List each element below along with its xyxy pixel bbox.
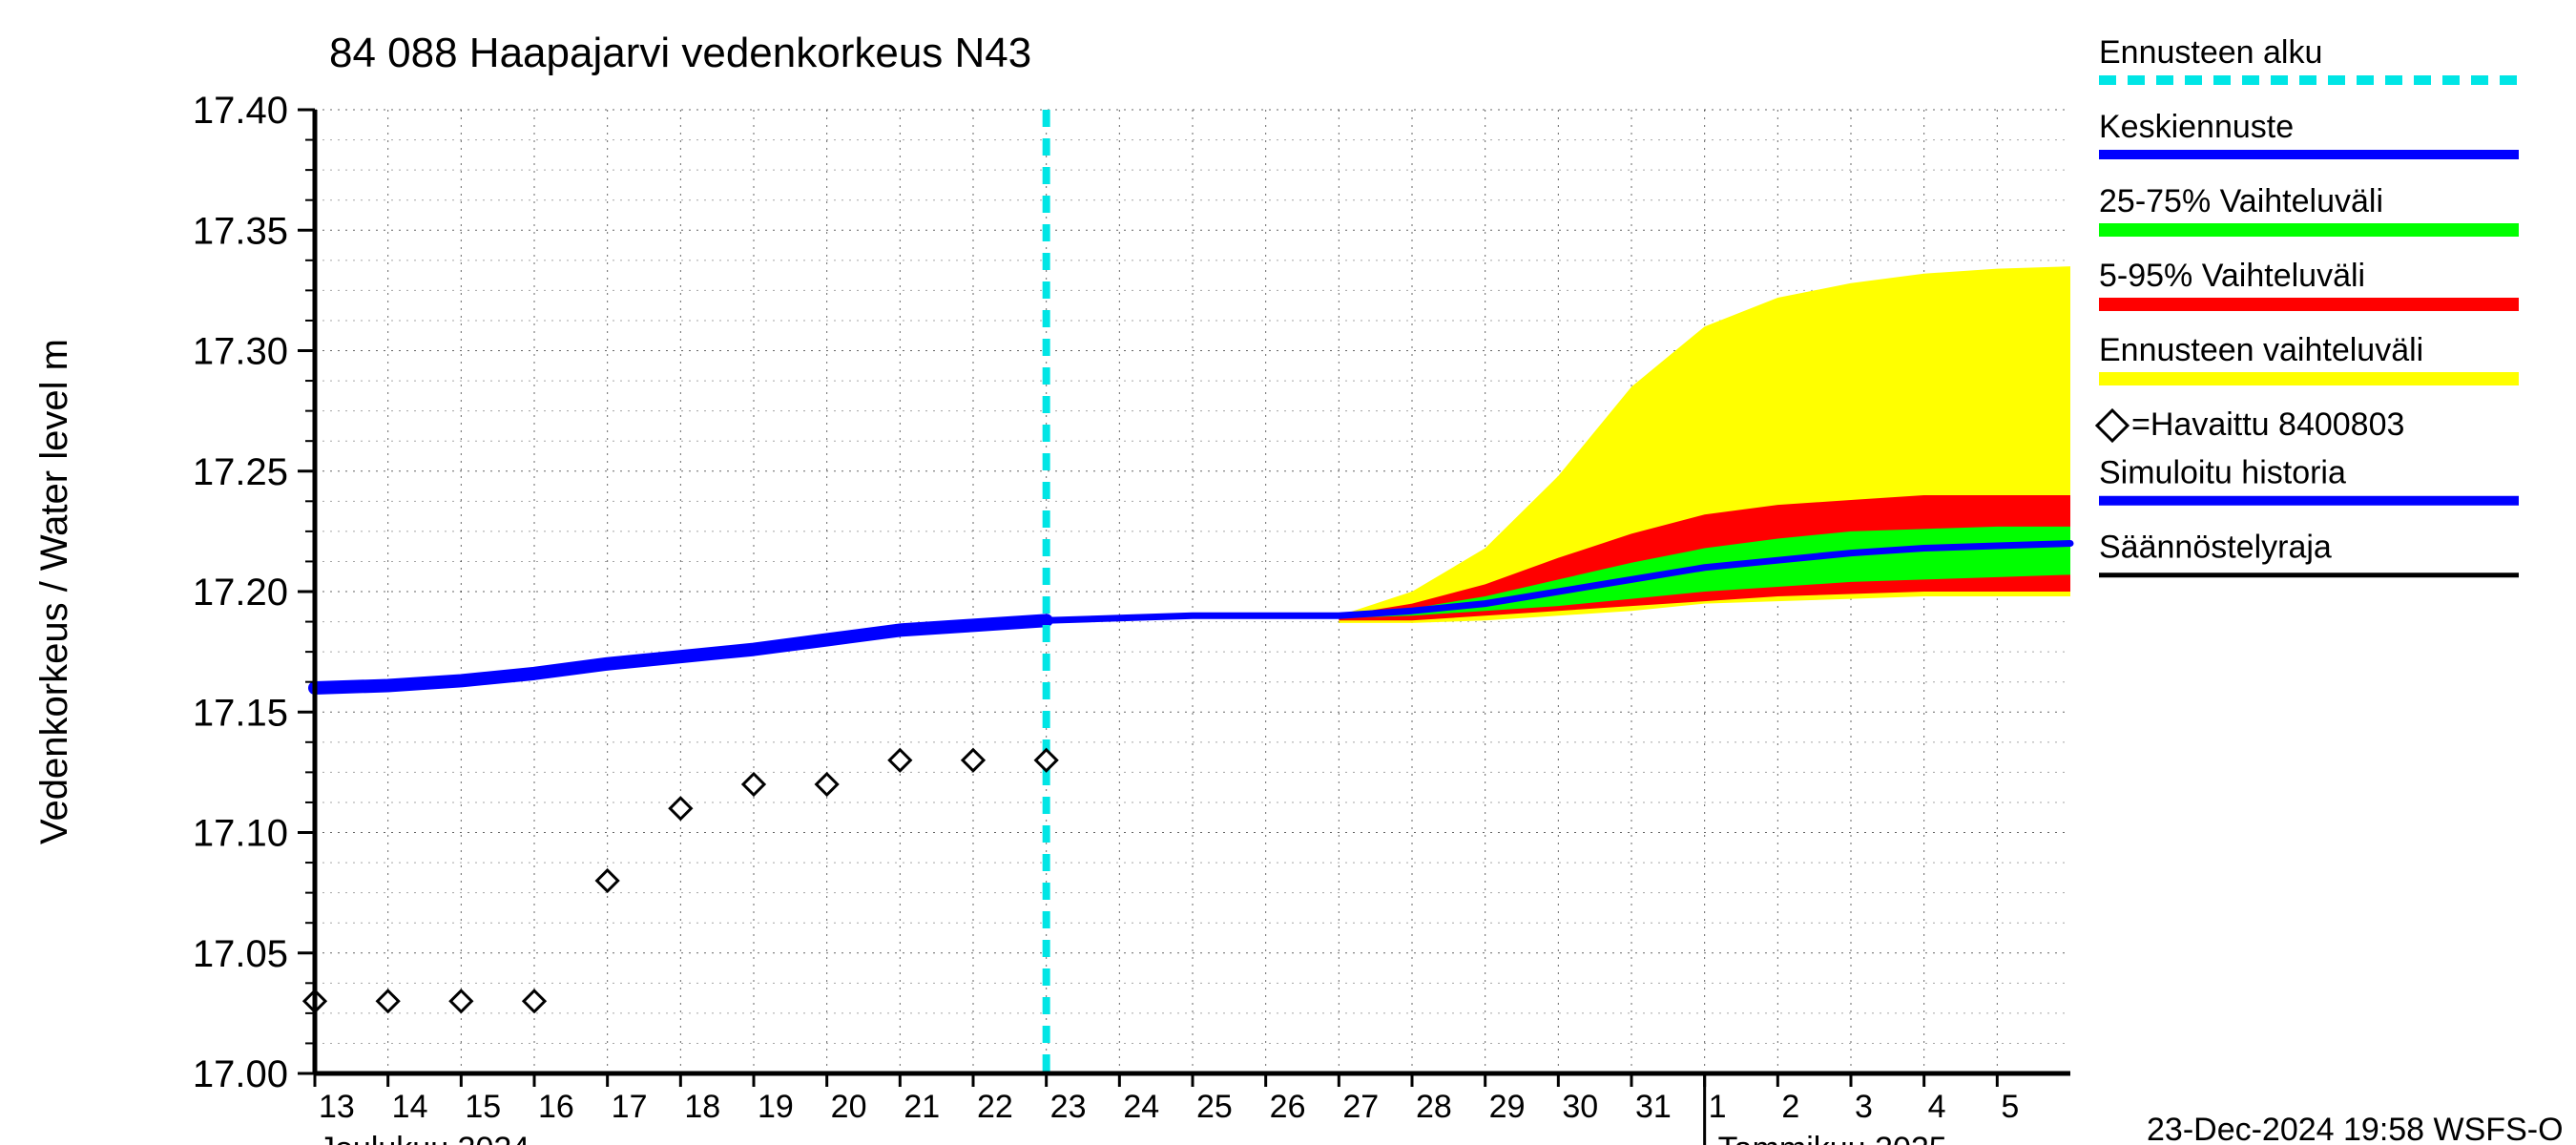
x-tick-label: 17 [612, 1089, 648, 1125]
legend-swatch-band [2099, 372, 2519, 385]
month-label-fi: Joulukuu 2024 [319, 1131, 530, 1145]
x-tick-label: 2 [1781, 1089, 1799, 1125]
y-tick-label: 17.30 [193, 331, 288, 373]
x-tick-label: 28 [1416, 1089, 1452, 1125]
x-tick-label: 3 [1855, 1089, 1873, 1125]
legend-label: Simuloitu historia [2099, 455, 2346, 491]
x-tick-label: 31 [1635, 1089, 1672, 1125]
y-tick-label: 17.35 [193, 210, 288, 252]
legend-label: Ennusteen alku [2099, 34, 2322, 71]
x-tick-label: 13 [319, 1089, 355, 1125]
chart-title: 84 088 Haapajarvi vedenkorkeus N43 [329, 30, 1031, 76]
legend-label: 25-75% Vaihteluväli [2099, 183, 2383, 219]
x-tick-label: 5 [2001, 1089, 2019, 1125]
x-tick-label: 18 [684, 1089, 720, 1125]
chart-container: 17.00 17.05 17.10 17.15 17.20 17.25 17.30 17.35… [0, 0, 2576, 1145]
x-tick-label: 30 [1562, 1089, 1598, 1125]
legend-label: =Havaittu 8400803 [2131, 406, 2404, 443]
x-tick-label: 1 [1709, 1089, 1727, 1125]
x-tick-label: 20 [831, 1089, 867, 1125]
month-label-fi: Tammikuu 2025 [1718, 1131, 1947, 1145]
x-tick-label: 15 [465, 1089, 501, 1125]
x-tick-label: 22 [977, 1089, 1013, 1125]
x-tick-label: 16 [538, 1089, 574, 1125]
x-tick-label: 26 [1270, 1089, 1306, 1125]
legend-marker-diamond [2097, 410, 2128, 441]
legend-label: Säännöstelyraja [2099, 530, 2332, 566]
legend-label: Ennusteen vaihteluväli [2099, 332, 2423, 368]
y-axis-label: Vedenkorkeus / Water level m [33, 339, 75, 844]
y-tick-label: 17.10 [193, 813, 288, 855]
x-tick-label: 21 [904, 1089, 940, 1125]
footer-timestamp: 23-Dec-2024 19:58 WSFS-O [2147, 1112, 2564, 1145]
y-tick-label: 17.05 [193, 933, 288, 975]
legend-label: Keskiennuste [2099, 109, 2294, 145]
x-tick-label: 27 [1342, 1089, 1379, 1125]
legend-label: 5-95% Vaihteluväli [2099, 258, 2365, 294]
y-tick-label: 17.15 [193, 692, 288, 734]
x-tick-label: 19 [758, 1089, 794, 1125]
x-tick-label: 4 [1928, 1089, 1946, 1125]
y-tick-label: 17.20 [193, 572, 288, 614]
y-tick-label: 17.25 [193, 451, 288, 493]
x-tick-label: 29 [1489, 1089, 1526, 1125]
y-tick-label: 17.40 [193, 90, 288, 132]
x-tick-label: 14 [392, 1089, 428, 1125]
legend-swatch-band [2099, 223, 2519, 237]
x-tick-label: 23 [1050, 1089, 1087, 1125]
x-tick-label: 25 [1196, 1089, 1233, 1125]
y-tick-label: 17.00 [193, 1053, 288, 1095]
chart-svg: 17.00 17.05 17.10 17.15 17.20 17.25 17.30 17.35… [0, 0, 2576, 1145]
legend-swatch-band [2099, 298, 2519, 311]
x-tick-label: 24 [1123, 1089, 1159, 1125]
